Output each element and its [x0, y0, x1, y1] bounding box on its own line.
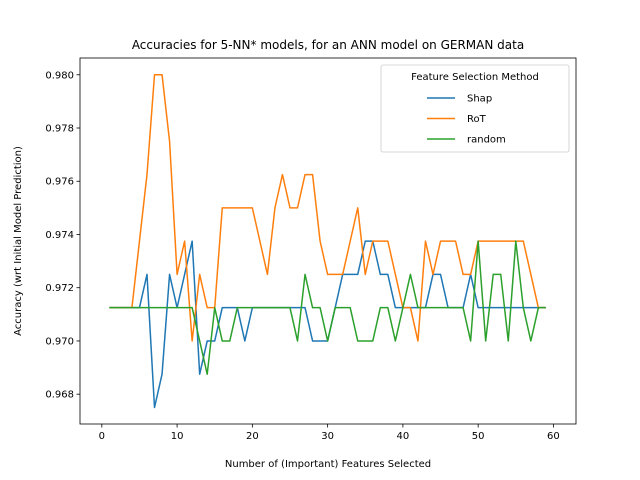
- legend-label-random: random: [467, 135, 506, 146]
- y-axis: 0.968 0.970 0.972 0.974 0.976 0.978 0.980: [45, 70, 80, 401]
- legend: Feature Selection Method Shap RoT random: [380, 64, 570, 153]
- y-tick-label: 0.968: [45, 390, 74, 401]
- y-tick-label: 0.970: [45, 336, 74, 347]
- y-tick-label: 0.980: [45, 70, 74, 81]
- legend-label-shap: Shap: [467, 94, 492, 105]
- series-line-random: [109, 240, 546, 375]
- y-axis-label: Accuracy (wrt Initial Model Prediction): [13, 146, 24, 336]
- x-tick-label: 40: [397, 431, 410, 442]
- series-layer: [109, 74, 546, 409]
- x-tick-label: 50: [472, 431, 485, 442]
- legend-title: Feature Selection Method: [411, 72, 539, 83]
- y-tick-label: 0.974: [45, 230, 74, 241]
- series-line-rot: [109, 74, 546, 342]
- y-tick-label: 0.972: [45, 283, 74, 294]
- x-tick-label: 0: [99, 431, 105, 442]
- chart-title: Accuracies for 5-NN* models, for an ANN …: [132, 38, 524, 52]
- legend-label-rot: RoT: [467, 114, 487, 125]
- y-tick-label: 0.978: [45, 124, 74, 135]
- x-tick-label: 30: [321, 431, 334, 442]
- x-axis-label: Number of (Important) Features Selected: [225, 459, 431, 470]
- legend-box: [380, 64, 570, 153]
- x-axis: 0 10 20 30 40 50 60: [99, 424, 560, 442]
- y-tick-label: 0.976: [45, 177, 74, 188]
- x-tick-label: 20: [246, 431, 259, 442]
- x-tick-label: 60: [547, 431, 560, 442]
- x-tick-label: 10: [171, 431, 184, 442]
